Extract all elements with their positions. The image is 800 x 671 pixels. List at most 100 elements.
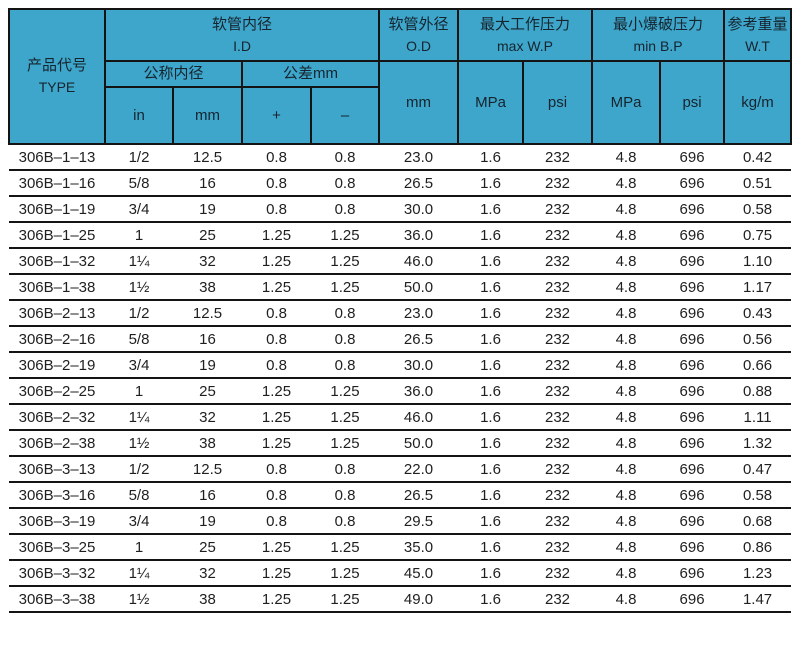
header-row-top: 产品代号 TYPE 软管内径 I.D 软管外径 O.D 最大工作压力 max W… [8, 8, 793, 145]
value-cell: 1½ [105, 274, 173, 301]
value-cell: 1.25 [311, 586, 380, 613]
value-cell: 23.0 [379, 144, 459, 171]
value-cell: 0.88 [724, 378, 792, 405]
value-cell: 232 [523, 560, 593, 587]
value-cell: 232 [523, 274, 593, 301]
value-cell: 50.0 [379, 430, 459, 457]
value-cell: 1.6 [458, 352, 524, 379]
value-cell: 1.25 [242, 560, 311, 587]
value-cell: 232 [523, 170, 593, 197]
value-cell: 4.8 [592, 430, 661, 457]
header-product-type-en: TYPE [38, 79, 76, 96]
value-cell: 232 [523, 326, 593, 353]
value-cell: 4.8 [592, 404, 661, 431]
hose-spec-table: 产品代号 TYPE 软管内径 I.D 软管外径 O.D 最大工作压力 max W… [8, 8, 793, 613]
value-cell: 232 [523, 456, 593, 483]
value-cell: 0.66 [724, 352, 792, 379]
header-product-type: 产品代号 TYPE [8, 8, 106, 145]
value-cell: 1.25 [311, 222, 380, 249]
value-cell: 1.25 [311, 274, 380, 301]
value-cell: 46.0 [379, 248, 459, 275]
table-row: 306B–3–16 5/8 16 0.8 0.8 26.5 1.6 232 4.8 696 0.58 [9, 482, 792, 509]
value-cell: 0.43 [724, 300, 792, 327]
value-cell: 232 [523, 404, 593, 431]
value-cell: 1.23 [724, 560, 792, 587]
value-cell: 1.25 [242, 534, 311, 561]
value-cell: 1.11 [724, 404, 792, 431]
value-cell: 4.8 [592, 300, 661, 327]
product-code-cell: 306B–2–19 [9, 352, 105, 379]
value-cell: 4.8 [592, 534, 661, 561]
header-min-burst-pressure-en: min B.P [633, 37, 683, 54]
value-cell: 0.56 [724, 326, 792, 353]
value-cell: 0.8 [242, 482, 311, 509]
header-tolerance: 公差mm [240, 60, 381, 88]
value-cell: 0.8 [311, 326, 380, 353]
value-cell: 0.8 [311, 352, 380, 379]
table-row: 306B–1–25 1 25 1.25 1.25 36.0 1.6 232 4.8 696 0.75 [9, 222, 792, 249]
value-cell: 1.6 [458, 170, 524, 197]
value-cell: 0.8 [242, 326, 311, 353]
value-cell: 1/2 [105, 300, 173, 327]
value-cell: 1.6 [458, 196, 524, 223]
value-cell: 16 [173, 482, 242, 509]
value-cell: 5/8 [105, 482, 173, 509]
value-cell: 1.6 [458, 248, 524, 275]
value-cell: 32 [173, 560, 242, 587]
value-cell: 696 [660, 196, 725, 223]
value-cell: 696 [660, 404, 725, 431]
value-cell: 3/4 [105, 352, 173, 379]
value-cell: 1.6 [458, 508, 524, 535]
table-row: 306B–1–38 1½ 38 1.25 1.25 50.0 1.6 232 4.8 696 1.1… [9, 274, 792, 301]
value-cell: 696 [660, 144, 725, 171]
value-cell: 1.25 [311, 378, 380, 405]
value-cell: 4.8 [592, 482, 661, 509]
value-cell: 4.8 [592, 326, 661, 353]
value-cell: 232 [523, 378, 593, 405]
value-cell: 5/8 [105, 170, 173, 197]
value-cell: 232 [523, 534, 593, 561]
header-bp-unit-mpa: MPa [591, 60, 662, 145]
value-cell: 36.0 [379, 378, 459, 405]
table-row: 306B–1–32 1¼ 32 1.25 1.25 46.0 1.6 232 4.8 696 1.1… [9, 248, 792, 275]
value-cell: 0.68 [724, 508, 792, 535]
header-od-unit-mm: mm [378, 60, 460, 145]
product-code-cell: 306B–1–25 [9, 222, 105, 249]
value-cell: 19 [173, 196, 242, 223]
value-cell: 0.8 [311, 508, 380, 535]
header-bp-unit-psi: psi [659, 60, 726, 145]
value-cell: 696 [660, 222, 725, 249]
value-cell: 0.86 [724, 534, 792, 561]
header-outer-diameter-en: O.D [406, 37, 431, 54]
product-code-cell: 306B–1–19 [9, 196, 105, 223]
value-cell: 696 [660, 248, 725, 275]
value-cell: 232 [523, 482, 593, 509]
header-tolerance-plus: + [241, 86, 312, 145]
value-cell: 1.6 [458, 534, 524, 561]
value-cell: 19 [173, 508, 242, 535]
header-nominal-diameter: 公称内径 [104, 60, 243, 88]
table-row: 306B–3–25 1 25 1.25 1.25 35.0 1.6 232 4.8 696 0.86 [9, 534, 792, 561]
product-code-cell: 306B–2–25 [9, 378, 105, 405]
value-cell: 1.25 [242, 430, 311, 457]
value-cell: 0.8 [311, 456, 380, 483]
header-outer-diameter: 软管外径 O.D [378, 8, 460, 62]
value-cell: 4.8 [592, 196, 661, 223]
value-cell: 0.8 [242, 300, 311, 327]
table-row: 306B–1–16 5/8 16 0.8 0.8 26.5 1.6 232 4.8 696 0.51 [9, 170, 792, 197]
table-row: 306B–3–13 1/2 12.5 0.8 0.8 22.0 1.6 232 4.8 696 0.… [9, 456, 792, 483]
value-cell: 1.17 [724, 274, 792, 301]
value-cell: 4.8 [592, 378, 661, 405]
value-cell: 25 [173, 222, 242, 249]
value-cell: 16 [173, 170, 242, 197]
table-header: 产品代号 TYPE 软管内径 I.D 软管外径 O.D 最大工作压力 max W… [8, 8, 793, 145]
value-cell: 5/8 [105, 326, 173, 353]
header-max-working-pressure-zh: 最大工作压力 [480, 15, 571, 33]
table-row: 306B–2–16 5/8 16 0.8 0.8 26.5 1.6 232 4.8 696 0.56 [9, 326, 792, 353]
value-cell: 1¼ [105, 404, 173, 431]
value-cell: 1.25 [242, 222, 311, 249]
table-row: 306B–1–13 1/2 12.5 0.8 0.8 23.0 1.6 232 4.8 696 0.… [9, 144, 792, 171]
value-cell: 696 [660, 508, 725, 535]
value-cell: 1½ [105, 586, 173, 613]
product-code-cell: 306B–2–32 [9, 404, 105, 431]
